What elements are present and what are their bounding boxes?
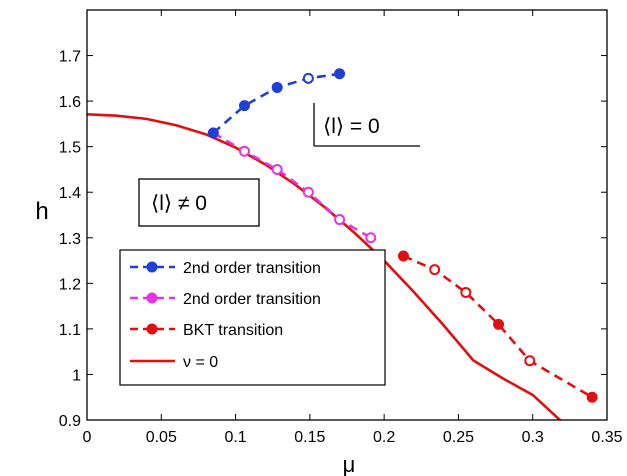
legend-entry: BKT transition bbox=[130, 322, 283, 339]
x-tick-label: 0.25 bbox=[443, 429, 474, 446]
data-point bbox=[429, 264, 441, 276]
series-line bbox=[402, 254, 593, 399]
data-point bbox=[365, 232, 377, 244]
y-tick-label: 1.6 bbox=[59, 94, 81, 111]
series-3 bbox=[87, 113, 562, 420]
plot-frame bbox=[86, 9, 608, 421]
x-axis-label: μ bbox=[343, 452, 356, 476]
series-line bbox=[87, 113, 562, 420]
x-axis-ticks: 0 0.05 0.1 0.15 0.2 0.25 0.3 0.35 bbox=[83, 10, 623, 446]
data-point bbox=[334, 214, 346, 226]
annotation-disordered-box bbox=[138, 178, 260, 227]
legend-entry: 2nd order transition bbox=[130, 291, 321, 308]
y-axis-ticks: 0.9 1 1.1 1.2 1.3 1.4 1.5 1.6 1.7 bbox=[59, 49, 607, 430]
y-tick-label: 0.9 bbox=[59, 413, 81, 430]
x-tick-label: 0.3 bbox=[522, 429, 544, 446]
data-point bbox=[493, 318, 505, 330]
annotation-ordered-text: ⟨l⟩ = 0 bbox=[323, 115, 380, 138]
legend-swatch-marker bbox=[146, 323, 158, 335]
data-point bbox=[271, 163, 283, 175]
x-tick-label: 0.2 bbox=[373, 429, 395, 446]
x-tick-label: 0 bbox=[83, 429, 92, 446]
x-tick-label: 0.05 bbox=[146, 429, 177, 446]
legend-label: BKT transition bbox=[183, 322, 283, 339]
x-tick-label: 0.15 bbox=[294, 429, 325, 446]
data-point bbox=[524, 355, 536, 367]
legend-swatch-marker bbox=[146, 292, 158, 304]
series-2 bbox=[397, 250, 598, 403]
x-tick-label: 0.35 bbox=[591, 429, 622, 446]
data-point bbox=[460, 286, 472, 298]
data-point bbox=[397, 250, 409, 262]
y-tick-label: 1.3 bbox=[59, 231, 81, 248]
legend-entries: 2nd order transition 2nd order transition… bbox=[130, 260, 321, 371]
legend-entry: ν = 0 bbox=[130, 354, 218, 371]
y-tick-label: 1.1 bbox=[59, 322, 81, 339]
data-point bbox=[586, 391, 598, 403]
plot-content bbox=[87, 68, 598, 420]
series-1 bbox=[207, 127, 377, 244]
legend-label: ν = 0 bbox=[183, 354, 218, 371]
y-tick-label: 1 bbox=[72, 367, 81, 384]
data-point bbox=[238, 100, 250, 112]
y-tick-label: 1.4 bbox=[59, 185, 81, 202]
legend-box bbox=[119, 249, 386, 386]
annotation-ordered-phase: ⟨l⟩ = 0 bbox=[313, 103, 420, 147]
data-point bbox=[271, 81, 283, 93]
legend: 2nd order transition 2nd order transition… bbox=[119, 249, 386, 386]
series-0 bbox=[207, 68, 346, 139]
series-line bbox=[212, 131, 372, 239]
data-point bbox=[302, 72, 314, 84]
y-tick-label: 1.5 bbox=[59, 140, 81, 157]
x-tick-label: 0.1 bbox=[224, 429, 246, 446]
annotation-disordered-text: ⟨l⟩ ≠ 0 bbox=[151, 192, 207, 215]
axes-frame bbox=[86, 9, 608, 421]
data-point bbox=[334, 68, 346, 80]
legend-entry: 2nd order transition bbox=[130, 260, 321, 277]
data-point bbox=[207, 127, 219, 139]
annotation-disordered-phase: ⟨l⟩ ≠ 0 bbox=[138, 178, 260, 227]
y-tick-label: 1.7 bbox=[59, 49, 81, 66]
series-layer bbox=[87, 68, 598, 420]
data-point bbox=[302, 186, 314, 198]
legend-label: 2nd order transition bbox=[183, 291, 321, 308]
y-axis-label: h bbox=[35, 198, 48, 225]
data-point bbox=[238, 145, 250, 157]
legend-swatch-marker bbox=[146, 261, 158, 273]
legend-label: 2nd order transition bbox=[183, 260, 321, 277]
y-tick-label: 1.2 bbox=[59, 276, 81, 293]
